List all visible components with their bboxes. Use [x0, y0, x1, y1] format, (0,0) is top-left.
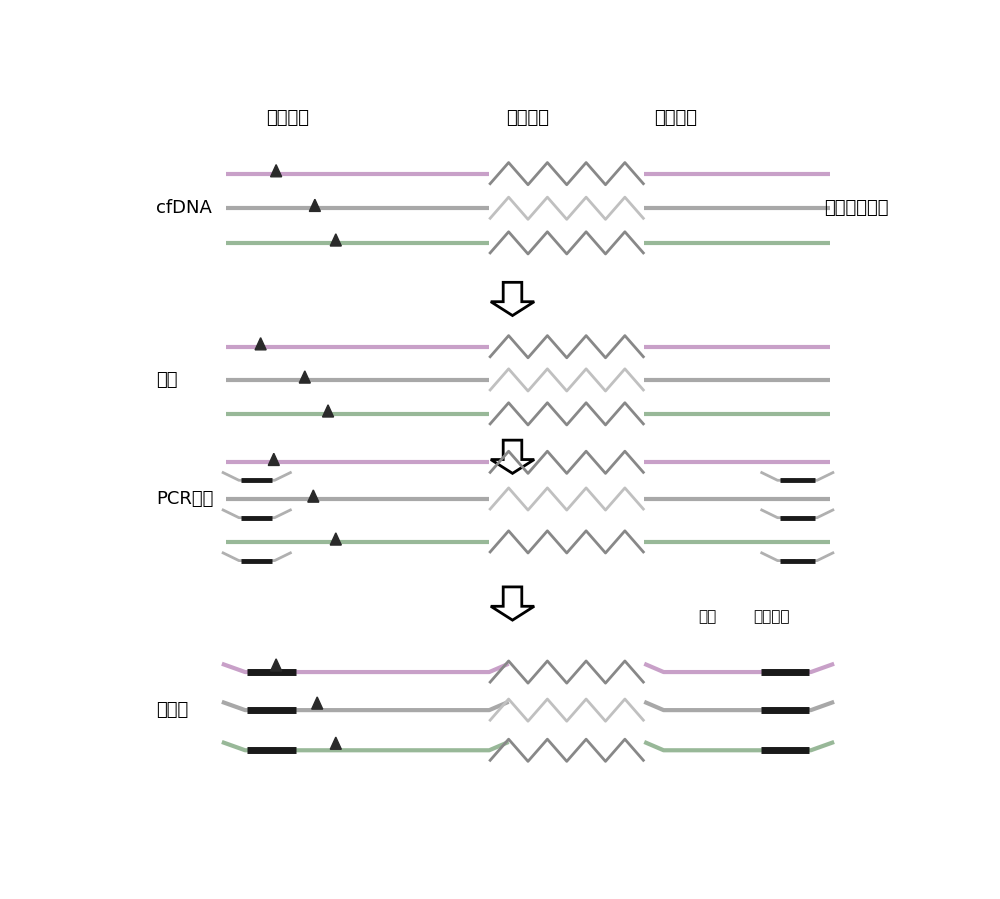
- Polygon shape: [323, 405, 334, 417]
- Polygon shape: [255, 338, 266, 350]
- Polygon shape: [330, 533, 341, 545]
- Polygon shape: [271, 659, 282, 671]
- Text: 引物: 引物: [698, 610, 717, 624]
- Polygon shape: [308, 490, 319, 503]
- Polygon shape: [330, 234, 341, 246]
- Text: 突变位点: 突变位点: [266, 110, 309, 128]
- Text: cfDNA: cfDNA: [156, 200, 212, 218]
- Polygon shape: [299, 371, 310, 383]
- Polygon shape: [268, 453, 279, 466]
- Polygon shape: [312, 697, 323, 709]
- Polygon shape: [330, 737, 341, 749]
- Text: 反应后: 反应后: [156, 701, 188, 719]
- Polygon shape: [271, 165, 282, 177]
- Text: 测序标签: 测序标签: [753, 610, 789, 624]
- Text: 接头序列: 接头序列: [654, 110, 697, 128]
- Text: 随机序列: 随机序列: [507, 110, 550, 128]
- Text: 连接: 连接: [156, 371, 178, 389]
- Text: PCR反应: PCR反应: [156, 490, 213, 508]
- Polygon shape: [309, 200, 320, 211]
- Text: 唯一标签序列: 唯一标签序列: [824, 200, 888, 218]
